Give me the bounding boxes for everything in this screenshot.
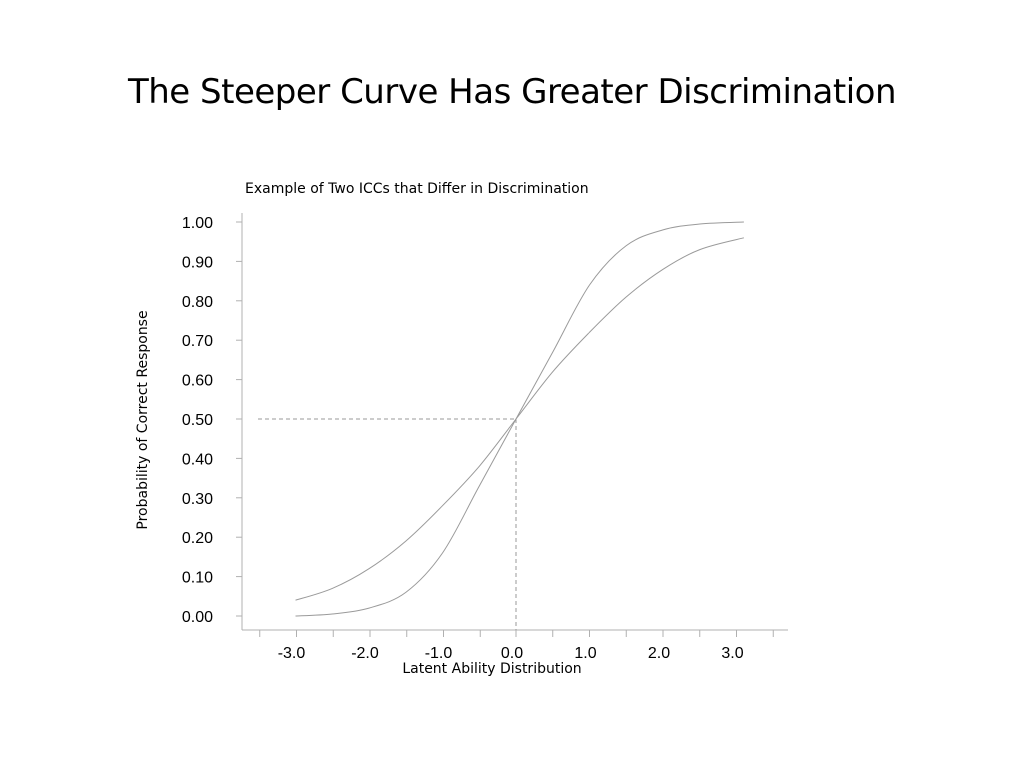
y-tick-label: 0.90 [182, 254, 213, 271]
reference-lines [258, 418, 517, 630]
x-tick-label: 0.0 [501, 645, 523, 662]
y-tick-label: 0.20 [182, 530, 213, 547]
icc-curve-steep [295, 221, 744, 617]
chart-title: Example of Two ICCs that Differ in Discr… [245, 181, 589, 197]
y-tick-label: 0.70 [182, 333, 213, 350]
x-axis-title: Latent Ability Distribution [402, 661, 581, 677]
y-axis-ticks: 0.00 0.10 0.20 0.30 0.40 0.50 0.60 0.70 0.80 0.90… [182, 215, 242, 626]
y-tick-label: 0.00 [182, 609, 213, 626]
x-tick-label: -1.0 [425, 645, 453, 662]
y-tick-label: 0.60 [182, 373, 213, 390]
y-tick-label: 0.40 [182, 451, 213, 468]
series-layer [295, 221, 745, 617]
x-tick-label: -3.0 [278, 645, 306, 662]
y-tick-label: 0.80 [182, 294, 213, 311]
x-tick-label: 3.0 [721, 645, 743, 662]
y-tick-label: 0.30 [182, 491, 213, 508]
x-tick-label: 2.0 [648, 645, 670, 662]
x-axis-ticks: -3.0 -2.0 -1.0 0.0 1.0 2.0 3.0 [259, 630, 774, 662]
x-tick-label: -2.0 [351, 645, 379, 662]
y-axis-title: Probability of Correct Response [135, 310, 151, 529]
x-tick-label: 1.0 [574, 645, 596, 662]
y-tick-label: 0.10 [182, 570, 213, 587]
icc-curve-shallow [295, 237, 745, 601]
y-tick-label: 0.50 [182, 412, 213, 429]
y-tick-label: 1.00 [182, 215, 213, 232]
slide-title: The Steeper Curve Has Greater Discrimina… [127, 72, 897, 112]
